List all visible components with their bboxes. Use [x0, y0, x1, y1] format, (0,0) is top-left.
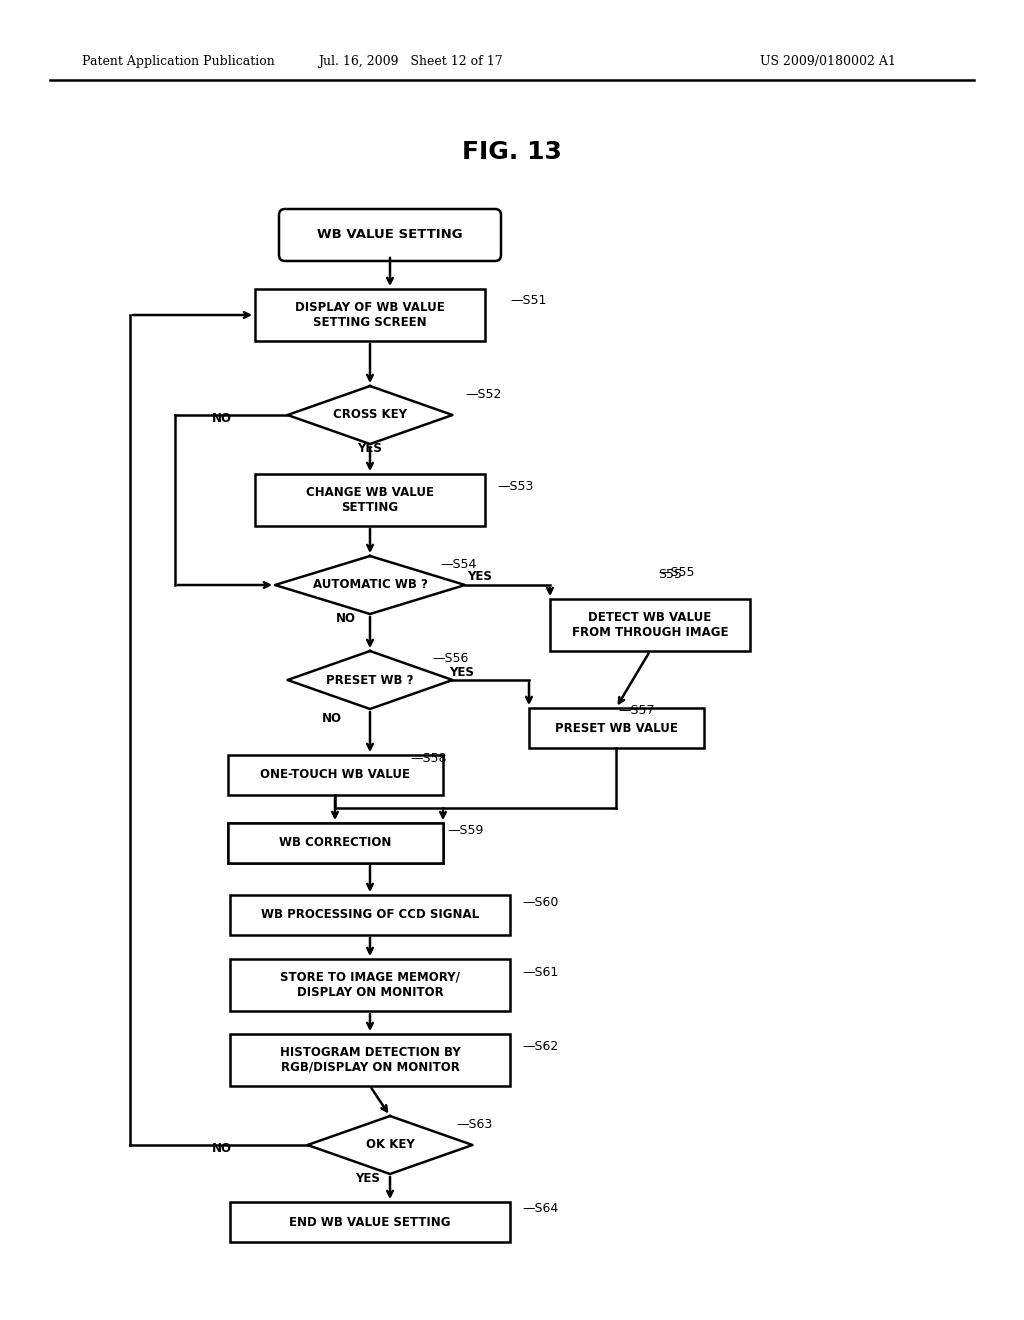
Text: NO: NO — [336, 611, 356, 624]
Text: YES: YES — [468, 570, 493, 583]
Bar — [255, 474, 485, 525]
FancyBboxPatch shape — [279, 209, 501, 261]
Bar — [227, 822, 442, 863]
Text: PRESET WB ?: PRESET WB ? — [327, 673, 414, 686]
Text: AUTOMATIC WB ?: AUTOMATIC WB ? — [312, 578, 427, 591]
Text: NO: NO — [212, 412, 232, 425]
Text: —S59: —S59 — [447, 824, 483, 837]
Bar — [230, 1034, 510, 1086]
Text: OK KEY: OK KEY — [366, 1138, 415, 1151]
Text: DISPLAY OF WB VALUE
SETTING SCREEN: DISPLAY OF WB VALUE SETTING SCREEN — [295, 301, 444, 329]
Text: —S62: —S62 — [522, 1040, 558, 1053]
Text: CROSS KEY: CROSS KEY — [333, 408, 407, 421]
Text: WB PROCESSING OF CCD SIGNAL: WB PROCESSING OF CCD SIGNAL — [261, 908, 479, 921]
Text: HISTOGRAM DETECTION BY
RGB/DISPLAY ON MONITOR: HISTOGRAM DETECTION BY RGB/DISPLAY ON MO… — [280, 1045, 461, 1074]
Text: NO: NO — [322, 711, 342, 725]
Text: DETECT WB VALUE
FROM THROUGH IMAGE: DETECT WB VALUE FROM THROUGH IMAGE — [571, 611, 728, 639]
Text: YES: YES — [450, 665, 474, 678]
Text: —S51: —S51 — [510, 293, 547, 306]
Text: Jul. 16, 2009   Sheet 12 of 17: Jul. 16, 2009 Sheet 12 of 17 — [317, 55, 503, 69]
Text: FIG. 13: FIG. 13 — [462, 140, 562, 164]
Text: —S58: —S58 — [410, 751, 446, 764]
Polygon shape — [288, 385, 453, 444]
Text: —S63: —S63 — [456, 1118, 493, 1130]
Polygon shape — [275, 556, 465, 614]
Bar — [230, 1203, 510, 1242]
Text: —S54: —S54 — [440, 557, 476, 570]
Text: WB CORRECTION: WB CORRECTION — [279, 837, 391, 850]
Text: —S52: —S52 — [465, 388, 502, 400]
Bar — [255, 289, 485, 341]
Text: —S60: —S60 — [522, 895, 558, 908]
Text: —S61: —S61 — [522, 965, 558, 978]
Text: —S57: —S57 — [618, 704, 654, 717]
Bar — [230, 895, 510, 935]
Bar — [227, 755, 442, 795]
Text: YES: YES — [357, 441, 382, 454]
Text: Patent Application Publication: Patent Application Publication — [82, 55, 274, 69]
Text: —S53: —S53 — [497, 480, 534, 494]
Text: US 2009/0180002 A1: US 2009/0180002 A1 — [760, 55, 896, 69]
Bar — [528, 708, 703, 748]
Text: YES: YES — [355, 1172, 381, 1184]
Text: —S56: —S56 — [432, 652, 468, 664]
Polygon shape — [307, 1115, 472, 1173]
Text: NO: NO — [212, 1142, 232, 1155]
Text: —S55: —S55 — [658, 565, 694, 578]
Text: —S64: —S64 — [522, 1203, 558, 1216]
Text: ONE-TOUCH WB VALUE: ONE-TOUCH WB VALUE — [260, 768, 410, 781]
Bar — [227, 822, 442, 863]
Text: WB VALUE SETTING: WB VALUE SETTING — [317, 228, 463, 242]
Polygon shape — [288, 651, 453, 709]
Text: PRESET WB VALUE: PRESET WB VALUE — [555, 722, 678, 734]
Text: STORE TO IMAGE MEMORY/
DISPLAY ON MONITOR: STORE TO IMAGE MEMORY/ DISPLAY ON MONITO… — [280, 972, 460, 999]
Bar — [230, 960, 510, 1011]
Text: S55: S55 — [658, 569, 682, 582]
Text: CHANGE WB VALUE
SETTING: CHANGE WB VALUE SETTING — [306, 486, 434, 513]
Bar — [550, 599, 750, 651]
Text: END WB VALUE SETTING: END WB VALUE SETTING — [289, 1216, 451, 1229]
